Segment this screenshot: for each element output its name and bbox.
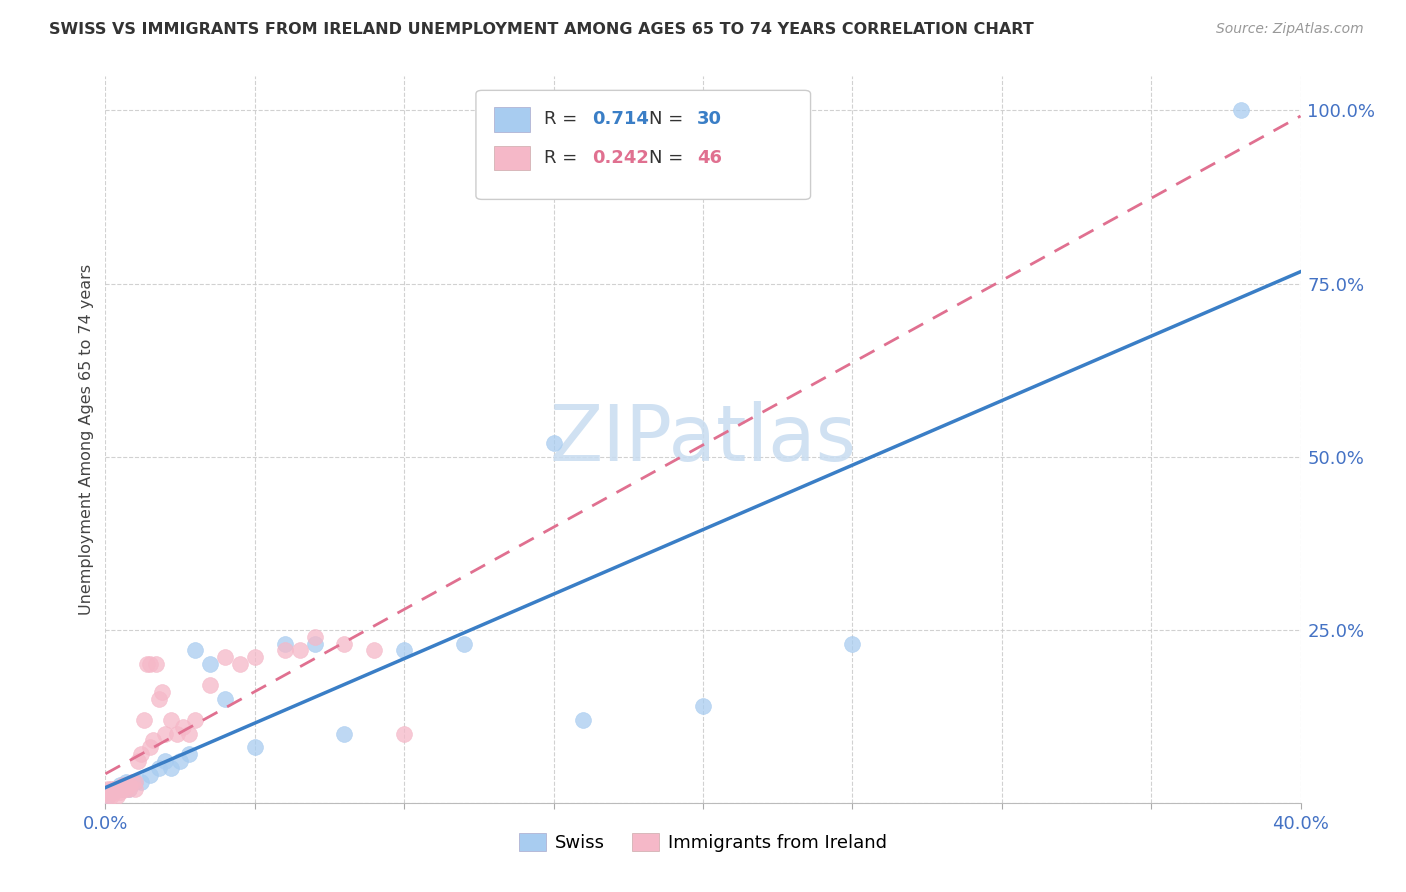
- Point: [110, 785, 132, 799]
- Point: [148, 761, 170, 775]
- Point: [139, 740, 162, 755]
- Point: [214, 650, 236, 665]
- Point: [184, 713, 207, 727]
- Point: [127, 754, 149, 768]
- Point: [184, 643, 207, 657]
- Point: [304, 636, 326, 650]
- Point: [100, 781, 122, 796]
- Point: [115, 775, 138, 789]
- Point: [139, 657, 162, 672]
- Point: [107, 781, 129, 796]
- Point: [103, 785, 125, 799]
- Text: R =: R =: [544, 149, 583, 167]
- Legend: Swiss, Immigrants from Ireland: Swiss, Immigrants from Ireland: [512, 825, 894, 859]
- Point: [172, 720, 194, 734]
- Point: [243, 650, 266, 665]
- Point: [394, 726, 416, 740]
- Point: [304, 630, 326, 644]
- Text: N =: N =: [650, 111, 689, 128]
- Point: [97, 785, 120, 799]
- Point: [572, 713, 595, 727]
- Text: 0.242: 0.242: [592, 149, 648, 167]
- Point: [97, 781, 120, 796]
- Point: [166, 726, 188, 740]
- Point: [118, 781, 141, 796]
- Point: [692, 698, 714, 713]
- Point: [333, 726, 356, 740]
- Point: [107, 789, 129, 803]
- Point: [155, 754, 177, 768]
- Point: [177, 726, 201, 740]
- Point: [129, 747, 153, 762]
- Point: [273, 643, 295, 657]
- Point: [103, 781, 125, 796]
- Point: [118, 781, 141, 796]
- Point: [115, 781, 138, 796]
- Point: [124, 775, 146, 789]
- Text: SWISS VS IMMIGRANTS FROM IRELAND UNEMPLOYMENT AMONG AGES 65 TO 74 YEARS CORRELAT: SWISS VS IMMIGRANTS FROM IRELAND UNEMPLO…: [49, 22, 1033, 37]
- Point: [333, 636, 356, 650]
- Point: [124, 781, 146, 796]
- Point: [100, 789, 122, 803]
- Point: [453, 636, 475, 650]
- Point: [134, 713, 156, 727]
- Text: Source: ZipAtlas.com: Source: ZipAtlas.com: [1216, 22, 1364, 37]
- Point: [107, 781, 129, 796]
- Point: [841, 636, 863, 650]
- Point: [115, 779, 138, 793]
- Point: [243, 740, 266, 755]
- Point: [177, 747, 201, 762]
- Text: 30: 30: [697, 111, 723, 128]
- Text: 46: 46: [697, 149, 723, 167]
- Point: [273, 636, 295, 650]
- Text: R =: R =: [544, 111, 583, 128]
- Point: [1229, 103, 1253, 118]
- Point: [160, 713, 183, 727]
- Point: [142, 733, 165, 747]
- Point: [139, 768, 162, 782]
- FancyBboxPatch shape: [494, 107, 530, 132]
- Point: [229, 657, 252, 672]
- Point: [112, 781, 135, 796]
- Point: [145, 657, 167, 672]
- Point: [112, 779, 135, 793]
- Point: [543, 435, 565, 450]
- Point: [288, 643, 311, 657]
- Point: [136, 657, 159, 672]
- Point: [394, 643, 416, 657]
- Point: [124, 775, 146, 789]
- Point: [121, 775, 143, 789]
- FancyBboxPatch shape: [494, 145, 530, 170]
- Point: [110, 779, 132, 793]
- Point: [169, 754, 191, 768]
- Point: [198, 678, 221, 692]
- Point: [112, 781, 135, 796]
- Point: [148, 692, 170, 706]
- Point: [103, 781, 125, 796]
- Point: [160, 761, 183, 775]
- Point: [214, 692, 236, 706]
- Point: [363, 643, 385, 657]
- Point: [97, 789, 120, 803]
- Point: [97, 789, 120, 803]
- Point: [110, 781, 132, 796]
- Point: [150, 685, 173, 699]
- Text: N =: N =: [650, 149, 689, 167]
- Point: [100, 785, 122, 799]
- Y-axis label: Unemployment Among Ages 65 to 74 years: Unemployment Among Ages 65 to 74 years: [79, 264, 94, 615]
- Text: ZIPatlas: ZIPatlas: [550, 401, 856, 477]
- Point: [198, 657, 221, 672]
- Point: [129, 775, 153, 789]
- FancyBboxPatch shape: [475, 90, 811, 200]
- Point: [155, 726, 177, 740]
- Point: [118, 779, 141, 793]
- Text: 0.714: 0.714: [592, 111, 648, 128]
